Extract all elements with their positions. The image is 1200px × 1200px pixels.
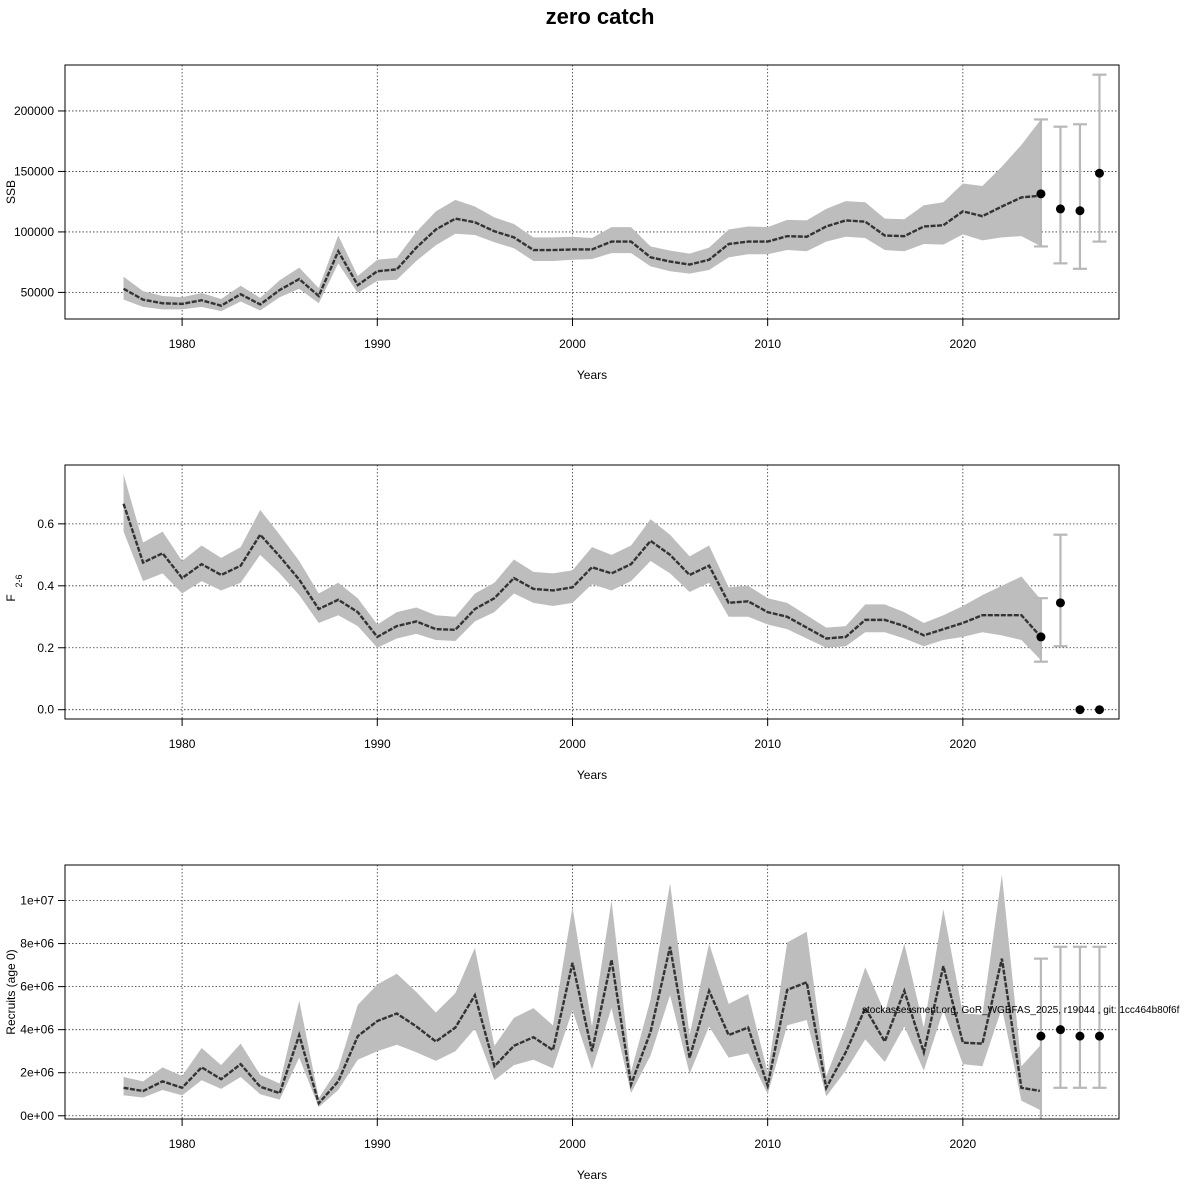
fishing-mortality-panel: 1980 1990 2000 2010 2020 0.0 0.2 0.4 0.6 Years F 2-… (4, 464, 1120, 782)
ssb-projection-point-2026 (1075, 206, 1085, 216)
ssb-x-axis-title: Years (577, 368, 607, 382)
recruits-ytick-label-3: 6e+06 (20, 980, 54, 994)
watermark-text: stockassessment.org, GoR_WGBFAS_2025, r1… (862, 1005, 1180, 1016)
f-estimate-line (122, 503, 1042, 640)
ssb-xtick-label-2: 2000 (559, 337, 586, 351)
ssb-y-axis-title: SSB (4, 180, 18, 204)
ssb-estimate-line (122, 194, 1042, 307)
f-xtick-label-3: 2010 (754, 737, 781, 751)
recruits-ytick-label-1: 2e+06 (20, 1066, 54, 1080)
recruits-ytick-label-4: 8e+06 (20, 937, 54, 951)
recruits-xtick-label-3: 2010 (754, 1137, 781, 1151)
recruits-projection-point-2027 (1094, 1031, 1104, 1041)
recruits-xtick-label-0: 1980 (169, 1137, 196, 1151)
f-xtick-label-0: 1980 (169, 737, 196, 751)
recruits-y-axis-title: Recruits (age 0) (4, 949, 18, 1034)
f-xtick-label-4: 2020 (950, 737, 977, 751)
f-ytick-label-3: 0.6 (37, 517, 54, 531)
f-projection-point-2026 (1075, 705, 1085, 715)
f-xtick-label-1: 1990 (364, 737, 391, 751)
recruits-plot-frame (64, 864, 1120, 1120)
recruits-projection-point-2026 (1075, 1031, 1085, 1041)
recruits-ytick-label-2: 4e+06 (20, 1023, 54, 1037)
recruits-confidence-band (123, 874, 1041, 1111)
ssb-ytick-label-0: 50000 (21, 285, 55, 299)
ssb-xtick-label-0: 1980 (169, 337, 196, 351)
recruitment-panel: 1980 1990 2000 2010 2020 0e+00 2e+06 4e+06 6e+06… (4, 864, 1120, 1182)
recruits-projection-point-2025 (1055, 1025, 1065, 1035)
recruits-xtick-label-2: 2000 (559, 1137, 586, 1151)
f-projection-point-2025 (1055, 598, 1065, 608)
ssb-ytick-label-3: 200000 (14, 104, 54, 118)
recruits-ytick-label-0: 0e+00 (20, 1109, 54, 1123)
f-plot-frame (64, 464, 1120, 720)
recruits-xtick-label-1: 1990 (364, 1137, 391, 1151)
f-ytick-label-2: 0.4 (37, 579, 54, 593)
ssb-xtick-label-1: 1990 (364, 337, 391, 351)
ssb-projection-point-2024 (1036, 189, 1046, 199)
figure-title: zero catch (546, 4, 655, 29)
ssb-xtick-label-3: 2010 (754, 337, 781, 351)
ssb-xtick-label-4: 2020 (950, 337, 977, 351)
f-confidence-band (123, 474, 1041, 661)
f-projection-point-2027 (1094, 705, 1104, 715)
recruits-xtick-label-4: 2020 (950, 1137, 977, 1151)
ssb-ytick-label-1: 100000 (14, 225, 54, 239)
recruits-estimate-line (123, 946, 1042, 1106)
ssb-panel: 1980 1990 2000 2010 2020 50000 100000 150000 200… (4, 64, 1120, 382)
f-y-axis-subscript: 2-6 (14, 574, 24, 587)
ssb-ytick-label-2: 150000 (14, 164, 54, 178)
f-projection-point-2024 (1036, 632, 1046, 642)
ssb-projection-point-2025 (1055, 204, 1065, 214)
f-x-axis-title: Years (577, 768, 607, 782)
recruits-x-axis-title: Years (577, 1168, 607, 1182)
recruits-projection-point-2024 (1036, 1031, 1046, 1041)
f-xtick-label-2: 2000 (559, 737, 586, 751)
ssb-confidence-band (123, 119, 1041, 312)
ssb-plot-frame (64, 64, 1120, 320)
ssb-projection-point-2027 (1094, 168, 1104, 178)
f-ytick-label-1: 0.2 (37, 641, 54, 655)
f-y-axis-title: F (4, 594, 18, 601)
recruits-ytick-label-5: 1e+07 (20, 894, 54, 908)
f-ytick-label-0: 0.0 (37, 703, 54, 717)
